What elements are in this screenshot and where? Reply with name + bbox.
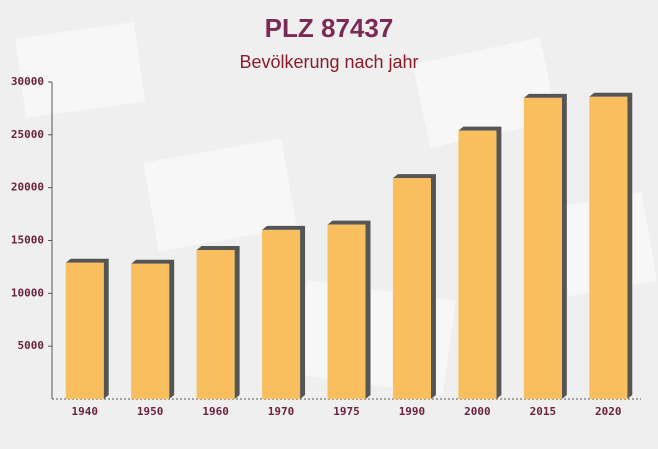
bar-shadow bbox=[523, 93, 567, 399]
x-tick-label: 2015 bbox=[530, 405, 557, 418]
bar-shadow bbox=[589, 92, 633, 399]
bar bbox=[392, 178, 431, 399]
bar-shadow bbox=[262, 225, 306, 399]
y-tick-label: 25000 bbox=[11, 128, 44, 141]
bar-shadow bbox=[196, 246, 240, 399]
y-tick-label: 20000 bbox=[11, 181, 44, 194]
x-tick-label: 1950 bbox=[137, 405, 164, 418]
bar bbox=[523, 97, 562, 399]
x-tick-label: 2020 bbox=[595, 405, 622, 418]
y-tick-label: 15000 bbox=[11, 234, 44, 247]
bar bbox=[196, 250, 235, 399]
bar-shadow bbox=[65, 258, 109, 399]
x-tick-label: 2000 bbox=[464, 405, 491, 418]
y-tick-label: 10000 bbox=[11, 286, 44, 299]
bar-shadow bbox=[458, 126, 502, 399]
y-tick-label: 30000 bbox=[11, 75, 44, 88]
bar bbox=[131, 263, 170, 399]
x-tick-label: 1960 bbox=[202, 405, 229, 418]
x-tick-label: 1970 bbox=[268, 405, 295, 418]
bar bbox=[262, 229, 301, 399]
bar bbox=[65, 262, 104, 399]
bar-shadow bbox=[392, 174, 436, 399]
bar bbox=[589, 96, 628, 399]
x-tick-label: 1990 bbox=[399, 405, 426, 418]
x-tick-label: 1940 bbox=[71, 405, 98, 418]
chart-subtitle: Bevölkerung nach jahr bbox=[239, 52, 418, 72]
bar-shadow bbox=[131, 259, 175, 399]
x-tick-label: 1975 bbox=[333, 405, 360, 418]
bar-shadow bbox=[327, 220, 371, 399]
bar bbox=[327, 224, 366, 399]
chart-title: PLZ 87437 bbox=[265, 13, 394, 43]
y-tick-label: 5000 bbox=[18, 339, 45, 352]
bar bbox=[458, 130, 497, 399]
